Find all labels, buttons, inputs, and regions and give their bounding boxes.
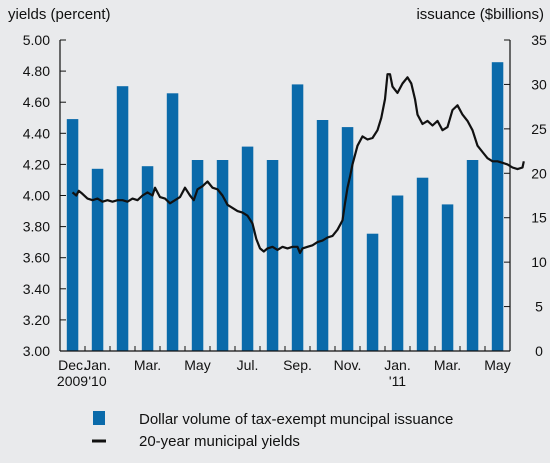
x-tick-label: May bbox=[484, 357, 510, 373]
x-tick-label: Dec. bbox=[58, 357, 87, 373]
x-tick-label: Nov. bbox=[334, 357, 362, 373]
right-tick-label: 0 bbox=[535, 343, 543, 359]
issuance-bar bbox=[341, 127, 354, 351]
x-tick-label: May bbox=[184, 357, 210, 373]
issuance-bar bbox=[266, 160, 279, 351]
right-tick-label: 10 bbox=[531, 254, 547, 270]
yield-line bbox=[71, 73, 525, 255]
left-tick-label: 3.80 bbox=[23, 219, 50, 235]
issuance-bar bbox=[166, 93, 179, 352]
x-tick-label: Sep. bbox=[283, 357, 312, 373]
x-tick-labels: Dec.Jan. Mar. May Jul. Sep. Nov. Jan. Mar. May20… bbox=[57, 357, 511, 389]
issuance-bars bbox=[66, 62, 504, 352]
legend-line-label: 20-year municipal yields bbox=[139, 433, 300, 450]
left-tick-label: 4.80 bbox=[23, 63, 50, 79]
issuance-bar bbox=[316, 120, 329, 351]
issuance-bar bbox=[441, 204, 454, 351]
issuance-bar bbox=[291, 84, 304, 352]
issuance-bar bbox=[466, 160, 479, 351]
left-tick-label: 3.00 bbox=[23, 343, 50, 359]
x-tick-label: Mar. bbox=[134, 357, 161, 373]
left-tick-label: 4.60 bbox=[23, 94, 50, 110]
issuance-bar bbox=[66, 119, 79, 351]
left-tick-labels: 5.00 4.80 4.60 4.40 4.20 4.00 3.80 3.60 3.40 3.20… bbox=[23, 32, 50, 359]
legend-bar-swatch bbox=[93, 411, 105, 425]
right-tick-label: 35 bbox=[531, 32, 547, 48]
x-tick-label: Jan. bbox=[384, 357, 410, 373]
issuance-bar bbox=[416, 177, 429, 351]
x-tick-label: Jul. bbox=[237, 357, 259, 373]
right-tick-label: 20 bbox=[531, 165, 547, 181]
right-tick-label: 15 bbox=[531, 210, 547, 226]
left-axis-title: yields (percent) bbox=[8, 6, 111, 23]
x-tick-label: '10 bbox=[88, 373, 106, 389]
x-tick-label: Mar. bbox=[434, 357, 461, 373]
issuance-bar bbox=[91, 168, 104, 351]
x-tick-label: Jan. bbox=[84, 357, 110, 373]
yield-line-layer bbox=[71, 73, 525, 255]
issuance-bar bbox=[141, 166, 154, 351]
right-tick-label: 25 bbox=[531, 121, 547, 137]
issuance-bar bbox=[241, 146, 254, 351]
left-tick-label: 4.20 bbox=[23, 156, 50, 172]
left-tick-label: 3.20 bbox=[23, 312, 50, 328]
legend-bar-label: Dollar volume of tax-exempt muncipal iss… bbox=[139, 411, 453, 428]
issuance-bar bbox=[191, 160, 204, 351]
issuance-bar bbox=[491, 62, 504, 351]
x-tick-label: '11 bbox=[389, 373, 406, 389]
x-tick-label: 2009 bbox=[57, 373, 88, 389]
right-tick-labels: 35 30 25 20 15 10 5 0 bbox=[531, 32, 547, 359]
issuance-bar bbox=[116, 86, 129, 351]
left-tick-label: 3.40 bbox=[23, 281, 50, 297]
issuance-bar bbox=[216, 160, 229, 351]
legend: Dollar volume of tax-exempt muncipal iss… bbox=[92, 411, 453, 450]
left-tick-label: 3.60 bbox=[23, 250, 50, 266]
left-tick-label: 4.00 bbox=[23, 188, 50, 204]
right-axis-title: issuance ($billions) bbox=[416, 6, 544, 23]
issuance-bar bbox=[366, 233, 379, 351]
axes bbox=[59, 39, 511, 352]
right-tick-label: 5 bbox=[535, 299, 543, 315]
right-tick-label: 30 bbox=[531, 76, 547, 92]
left-tick-label: 5.00 bbox=[23, 32, 50, 48]
left-tick-label: 4.40 bbox=[23, 125, 50, 141]
issuance-bar bbox=[391, 195, 404, 351]
